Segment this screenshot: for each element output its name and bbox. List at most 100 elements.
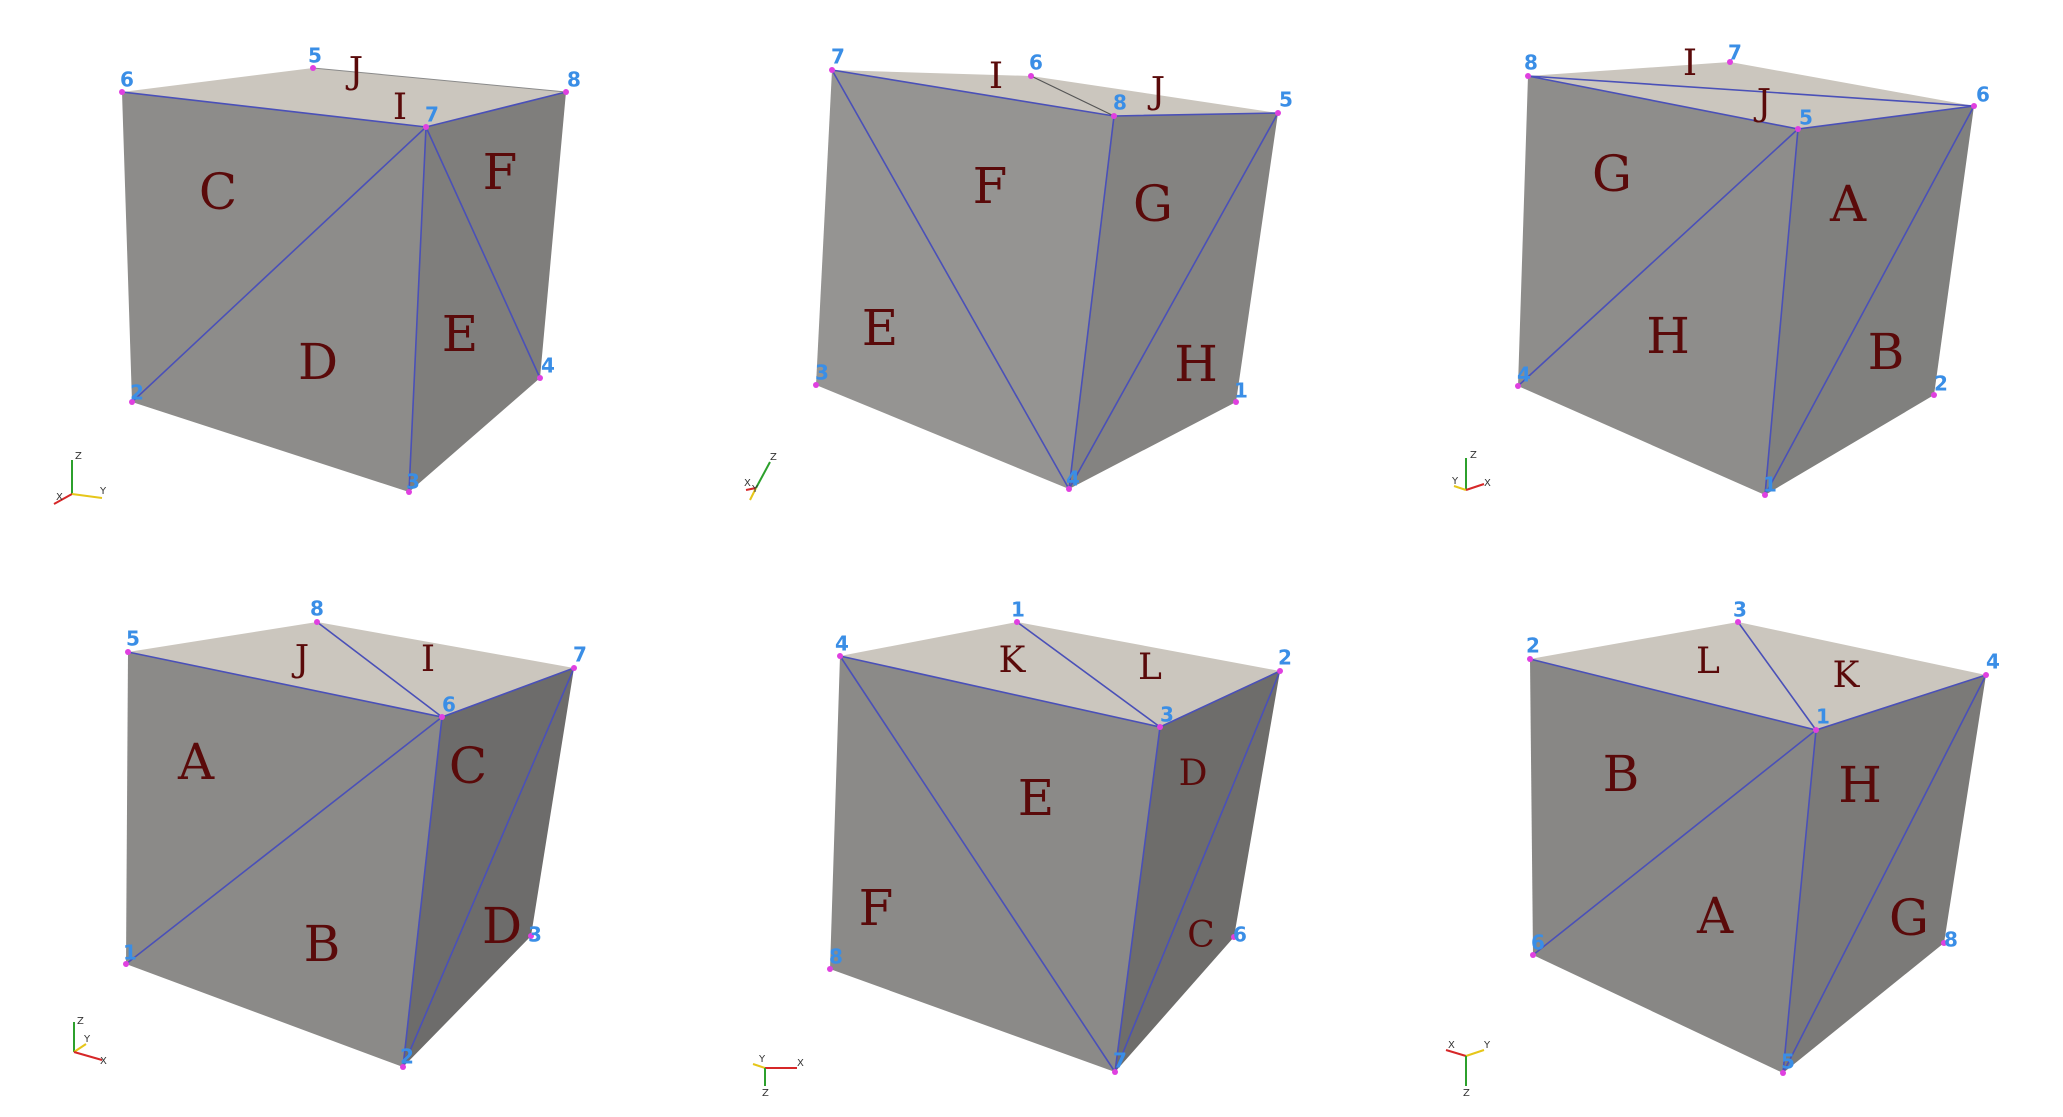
vertex-label: 4: [1066, 467, 1080, 491]
axis-label: X: [56, 492, 63, 503]
vertex-label: 2: [400, 1045, 414, 1069]
cube-panel-4: 5 8 7 6 1 3 2 J I A C B D Z Y X: [73, 597, 587, 1070]
axes-triad: Z X Y: [744, 452, 777, 501]
face-label: A: [1829, 175, 1867, 233]
face-label: F: [973, 157, 1008, 215]
vertex-label: 6: [1029, 51, 1043, 75]
vertex-label: 4: [541, 354, 555, 378]
vertex-label: 5: [126, 627, 140, 651]
axes-triad: X Y Z: [1445, 1040, 1491, 1099]
face-label: A: [1696, 887, 1734, 945]
vertex-label: 8: [310, 597, 324, 621]
vertex-label: 2: [130, 381, 144, 405]
face-label: I: [393, 87, 407, 128]
vertex-label: 4: [1986, 650, 2000, 674]
face-label: G: [1889, 889, 1929, 947]
face-label: C: [1187, 915, 1215, 956]
front-face: [122, 92, 426, 492]
top-face: [1528, 62, 1974, 129]
top-face: [840, 622, 1280, 727]
face-label: B: [1603, 745, 1640, 803]
axis-label: X: [1448, 1040, 1455, 1051]
vertex-label: 6: [1531, 931, 1545, 955]
vertex-label: 8: [1944, 928, 1958, 952]
vertex-label: 3: [528, 923, 542, 947]
vertex-label: 5: [1279, 88, 1293, 112]
axis-label: Y: [83, 1034, 91, 1045]
face-label: H: [1174, 335, 1218, 393]
face-label: D: [298, 333, 338, 391]
vertex-label: 7: [1113, 1049, 1127, 1073]
face-label: I: [421, 639, 435, 680]
vertex-label: 1: [123, 941, 137, 965]
axis-label: Y: [99, 486, 107, 497]
vertex-label: 4: [835, 632, 849, 656]
axis-label: X: [1484, 478, 1491, 489]
vertex-label: 2: [1278, 646, 1292, 670]
side-face: [409, 92, 566, 492]
vertex-label: 8: [567, 68, 581, 92]
face-label: L: [1696, 641, 1720, 682]
axis-label: Z: [1463, 1088, 1470, 1099]
vertex-label: 7: [573, 643, 587, 667]
front-face: [1530, 659, 1816, 1073]
face-label: B: [1868, 323, 1905, 381]
vertex-label: 8: [829, 945, 843, 969]
cube-panel-1: 6 5 8 7 2 4 3 J I C F D E Z X Y: [53, 44, 581, 505]
axes-triad: Z Y X: [1451, 450, 1491, 491]
front-face: [1518, 76, 1798, 495]
axis-label: Z: [1470, 450, 1477, 461]
vertex-label: 5: [1799, 106, 1813, 130]
face-label: K: [999, 640, 1027, 681]
face-label: H: [1646, 307, 1690, 365]
face-label: H: [1838, 756, 1882, 814]
vertex-label: 4: [1517, 363, 1531, 387]
vertex-label: 8: [1113, 91, 1127, 115]
vertex-label: 3: [1733, 598, 1747, 622]
axis-label: Y: [1451, 476, 1459, 487]
face-label: J: [1147, 71, 1165, 112]
vertex-label: 5: [1781, 1050, 1795, 1074]
vertex-label: 6: [1976, 83, 1990, 107]
front-face: [126, 652, 442, 1067]
vertex-label: 6: [1233, 923, 1247, 947]
vertex-label: 6: [120, 68, 134, 92]
face-label: C: [199, 163, 237, 221]
vertex-label: 3: [815, 361, 829, 385]
face-label: G: [1133, 175, 1173, 233]
cube-panel-2: 7 6 8 5 3 1 4 I J F G E H Z X Y: [744, 45, 1293, 501]
top-face: [832, 70, 1278, 116]
face-label: B: [304, 915, 341, 973]
face-label: J: [1753, 83, 1771, 124]
vertex-label: 1: [1763, 473, 1777, 497]
top-face: [122, 68, 566, 127]
axes-triad: Z X Y: [53, 451, 107, 505]
top-face: [128, 622, 574, 717]
face-label: K: [1833, 655, 1861, 696]
axis-label: Z: [762, 1088, 769, 1099]
axes-triad: Y X Z: [752, 1054, 804, 1099]
face-label: E: [442, 305, 479, 363]
vertex-label: 2: [1934, 372, 1948, 396]
vertex-label: 1: [1816, 705, 1830, 729]
face-label: F: [859, 879, 894, 937]
face-label: I: [1683, 43, 1697, 84]
front-face: [816, 70, 1114, 489]
vertex-label: 8: [1524, 51, 1538, 75]
cube-panel-6: 2 3 4 1 6 8 5 L K B H A G X Y Z: [1445, 598, 2000, 1099]
face-label: L: [1138, 647, 1162, 688]
axis-label: Z: [77, 1016, 84, 1027]
vertex-label: 5: [308, 44, 322, 68]
axis-label: Y: [751, 484, 759, 495]
face-label: G: [1592, 145, 1632, 203]
axis-label: Z: [75, 451, 82, 462]
face-label: E: [862, 299, 899, 357]
cube-panel-3: 8 7 5 6 4 2 1 I J G A H B Z Y X: [1451, 41, 1990, 498]
vertex-label: 7: [425, 103, 439, 127]
front-face: [830, 656, 1160, 1072]
face-label: I: [989, 56, 1003, 97]
vertex-label: 1: [1234, 379, 1248, 403]
face-label: D: [482, 897, 522, 955]
